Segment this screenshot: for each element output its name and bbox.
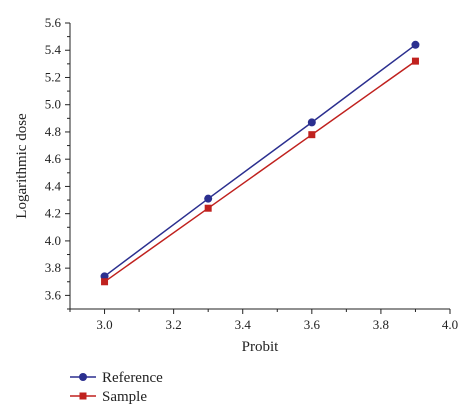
y-tick-label: 5.0 (45, 97, 61, 112)
x-tick-label: 3.6 (304, 317, 321, 332)
data-point-sample (308, 131, 316, 139)
y-tick-label: 3.8 (45, 260, 61, 275)
x-tick-label: 3.8 (373, 317, 389, 332)
y-tick-label: 5.4 (45, 42, 62, 57)
x-tick-label: 4.0 (442, 317, 458, 332)
y-tick-label: 4.2 (45, 206, 61, 221)
y-axis-title: Logarithmic dose (14, 113, 30, 219)
y-tick-label: 4.0 (45, 233, 61, 248)
series-group (100, 40, 420, 286)
data-point-reference (204, 194, 213, 203)
data-point-reference (307, 118, 316, 127)
y-tick-label: 4.4 (45, 178, 62, 193)
data-point-sample (101, 278, 109, 286)
y-tick-label: 4.8 (45, 124, 61, 139)
tick-labels: 3.0 3.2 3.4 3.6 3.8 4.0 3.6 3.8 4.0 4.2 4.4 4.6 4.8 5… (45, 15, 458, 332)
tick-marks (65, 22, 451, 314)
y-tick-label: 5.6 (45, 15, 62, 30)
series-line-reference (104, 44, 416, 277)
y-tick-label: 3.6 (45, 287, 62, 302)
series-line-sample (104, 60, 416, 283)
legend-label-reference: Reference (102, 370, 163, 386)
x-axis-title: Probit (242, 339, 280, 355)
data-point-reference (411, 40, 420, 49)
data-point-sample (204, 204, 212, 212)
legend-marker-sample (79, 392, 87, 400)
x-tick-label: 3.2 (166, 317, 182, 332)
y-tick-label: 5.2 (45, 69, 61, 84)
data-point-sample (411, 57, 419, 65)
legend-label-sample: Sample (102, 389, 147, 405)
axes (69, 23, 450, 310)
y-tick-label: 4.6 (45, 151, 62, 166)
legend: Reference Sample (70, 370, 163, 405)
x-tick-label: 3.4 (235, 317, 252, 332)
x-tick-label: 3.0 (96, 317, 112, 332)
legend-marker-reference (79, 373, 87, 381)
